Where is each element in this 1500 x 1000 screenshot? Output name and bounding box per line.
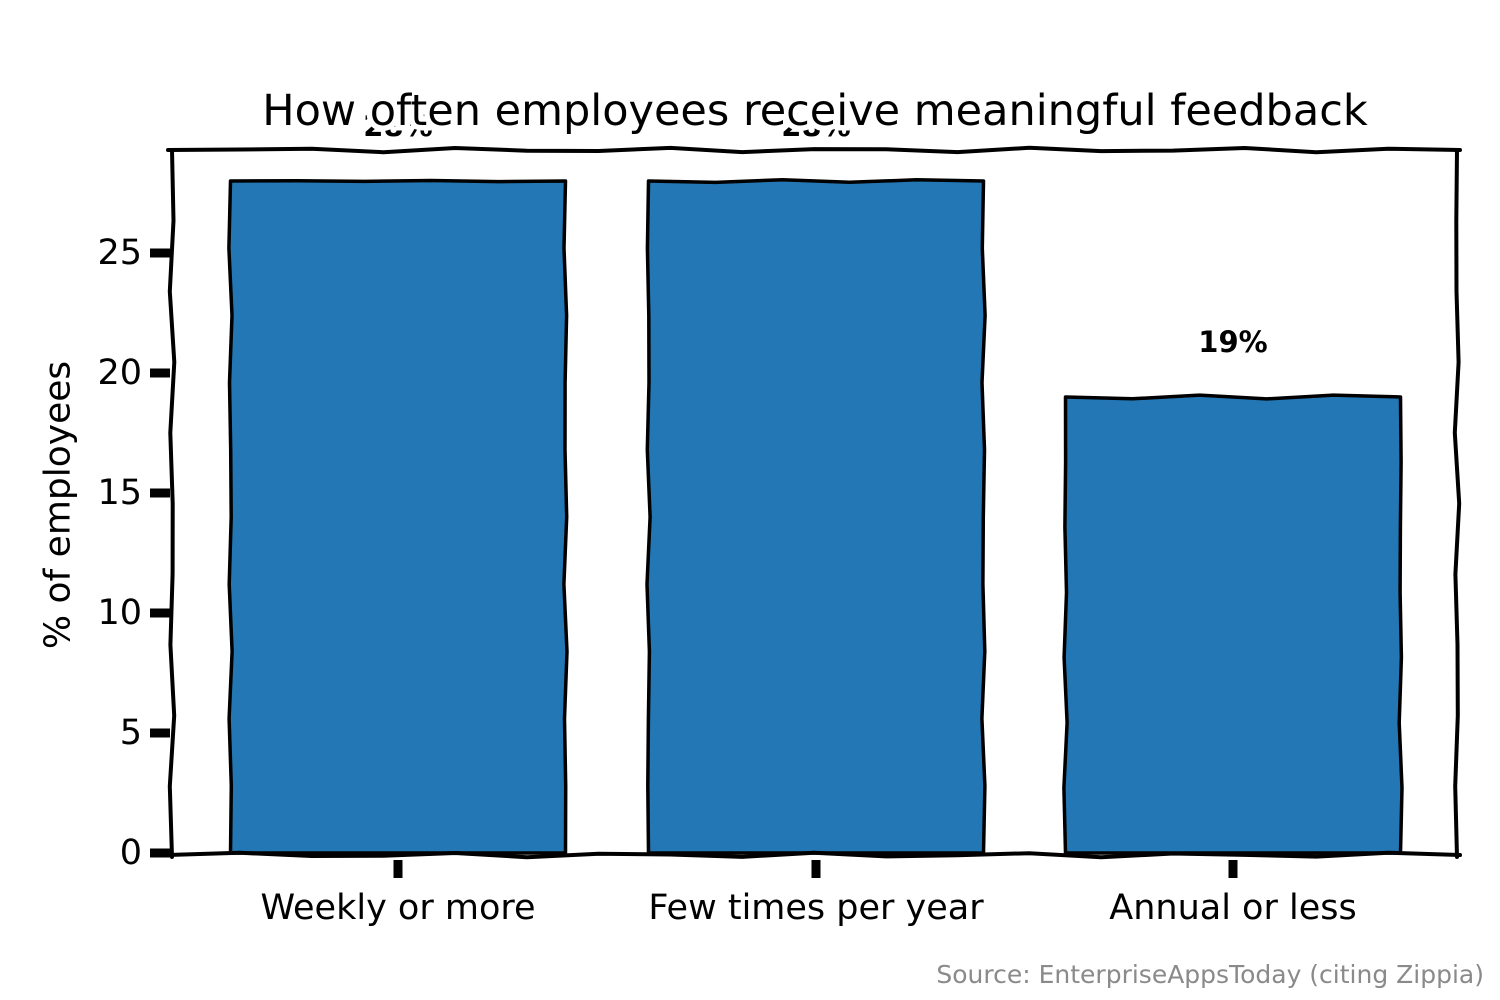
bar-value-label: 19% bbox=[1198, 325, 1268, 359]
bar-2 bbox=[645, 177, 987, 855]
bar-value-label: 28% bbox=[363, 109, 433, 143]
bar-1 bbox=[227, 178, 569, 855]
left-spine bbox=[167, 148, 177, 859]
x-category-label: Weekly or more bbox=[260, 888, 536, 928]
x-category-label: Annual or less bbox=[1109, 888, 1357, 928]
chart-title: How often employees receive meaningful f… bbox=[262, 86, 1368, 136]
x-category-label: Few times per year bbox=[648, 888, 984, 928]
top-spine bbox=[166, 145, 1462, 155]
y-tick-label-0: 0 bbox=[119, 833, 142, 873]
bar-3 bbox=[1062, 393, 1404, 855]
y-tick-label-5: 5 bbox=[119, 713, 142, 753]
bar-value-label: 28% bbox=[781, 109, 851, 143]
y-tick-label-20: 20 bbox=[97, 353, 142, 393]
bottom-spine bbox=[166, 850, 1462, 860]
right-spine bbox=[1452, 148, 1462, 859]
y-tick-label-10: 10 bbox=[97, 593, 142, 633]
source-attribution: Source: EnterpriseAppsToday (citing Zipp… bbox=[936, 960, 1484, 989]
chart-title-outline: How often employees receive meaningful f… bbox=[257, 81, 1374, 142]
y-tick-label-25: 25 bbox=[97, 233, 142, 273]
y-tick-label-15: 15 bbox=[97, 473, 142, 513]
